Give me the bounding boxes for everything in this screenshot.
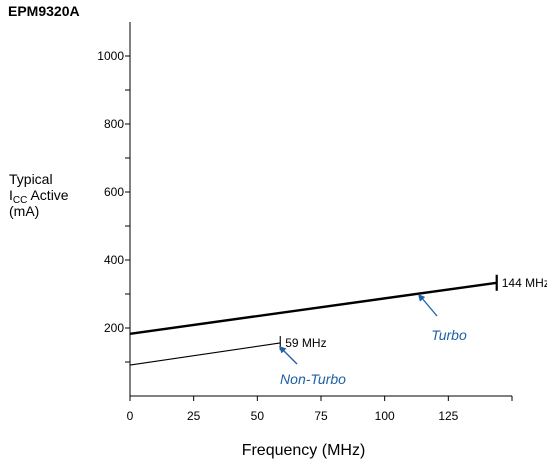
turbo-pointer-line [420, 296, 438, 317]
y-axis-title-symbol: I [9, 187, 13, 203]
page-title: EPM9320A [8, 3, 80, 19]
turbo-pointer-arrowhead [418, 294, 426, 302]
x-tick-label: 125 [438, 409, 458, 423]
x-tick-label: 100 [375, 409, 395, 423]
y-tick-label: 800 [104, 117, 124, 131]
y-axis-title-unit: (mA) [9, 203, 40, 219]
x-tick-label: 50 [251, 409, 265, 423]
non-turbo-end-label: 59 MHz [285, 336, 326, 350]
x-axis-title: Frequency (MHz) [241, 442, 366, 459]
non-turbo-series-line [129, 342, 281, 366]
y-tick-label: 600 [104, 185, 124, 199]
turbo-end-label: 144 MHz [502, 276, 547, 290]
turbo-series-line [129, 281, 497, 335]
y-axis-title-subscript: CC [12, 195, 28, 206]
y-axis-title-line1: Typical [9, 171, 53, 187]
turbo-series-label: Turbo [431, 327, 467, 343]
x-tick-label: 0 [127, 409, 134, 423]
y-tick-label: 1000 [97, 49, 124, 63]
non-turbo-series-label: Non-Turbo [280, 371, 346, 387]
y-axis-title-rest: Active [27, 187, 69, 203]
y-tick-label: 400 [104, 253, 124, 267]
y-axis-title: Typical ICC Active (mA) [9, 171, 69, 219]
non-turbo-pointer-line [281, 348, 298, 365]
x-tick-label: 75 [314, 409, 328, 423]
x-tick-label: 25 [187, 409, 201, 423]
non-turbo-pointer-arrowhead [279, 346, 287, 354]
y-tick-label: 200 [104, 321, 124, 335]
